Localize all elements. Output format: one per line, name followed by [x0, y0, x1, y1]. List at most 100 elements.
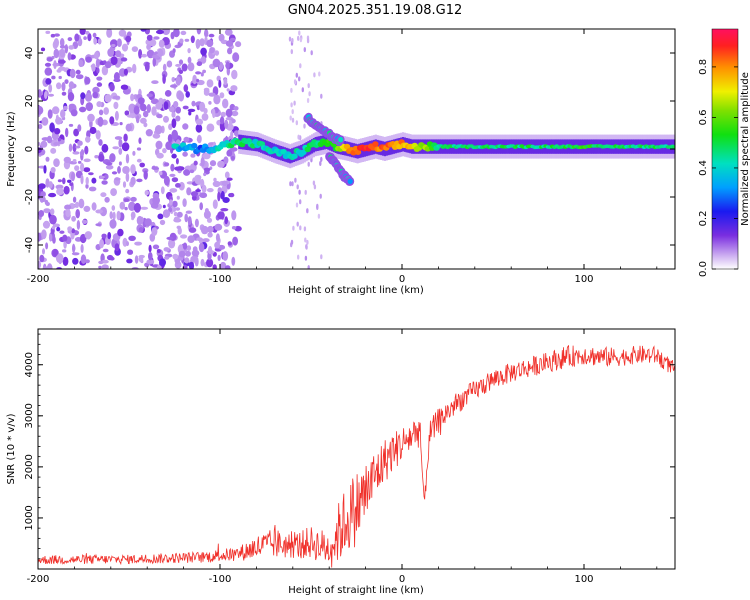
noise-blob	[38, 183, 46, 190]
noise-blob	[136, 178, 143, 183]
noise-blob	[290, 239, 294, 245]
noise-blob	[38, 210, 45, 217]
noise-blob	[137, 97, 145, 105]
noise-blob	[131, 46, 139, 52]
noise-blob	[114, 243, 120, 252]
noise-blob	[164, 256, 170, 260]
spectrogram-content	[38, 29, 675, 269]
noise-blob	[146, 104, 151, 113]
noise-blob	[180, 234, 188, 239]
noise-blob	[226, 177, 233, 181]
noise-blob	[52, 223, 61, 228]
noise-blob	[308, 91, 311, 97]
noise-blob	[130, 211, 136, 219]
noise-blob	[80, 174, 84, 185]
noise-blob	[43, 165, 47, 174]
noise-blob	[61, 91, 67, 96]
noise-blob	[175, 63, 182, 67]
colorbar-tick-label: 0.8	[698, 59, 709, 75]
y-tick-label: 2000	[24, 454, 35, 479]
noise-blob	[146, 44, 152, 50]
noise-blob	[117, 228, 124, 237]
noise-blob	[116, 210, 121, 221]
noise-blob	[126, 114, 135, 118]
noise-blob	[121, 43, 129, 52]
noise-blob	[190, 191, 199, 197]
noise-blob	[200, 72, 204, 77]
noise-blob	[319, 161, 322, 166]
noise-blob	[214, 241, 221, 249]
noise-blob	[72, 159, 77, 163]
noise-blob	[291, 109, 294, 115]
noise-blob	[79, 29, 86, 35]
noise-blob	[200, 225, 209, 235]
noise-blob	[233, 106, 239, 111]
noise-blob	[184, 213, 188, 223]
noise-blob	[182, 198, 187, 208]
noise-blob	[84, 259, 90, 264]
noise-blob	[140, 104, 147, 112]
noise-blob	[96, 101, 102, 108]
noise-blob	[190, 82, 198, 86]
noise-blob	[68, 123, 74, 127]
noise-blob	[295, 202, 299, 208]
noise-blob	[182, 242, 188, 250]
noise-blob	[231, 210, 237, 221]
noise-blob	[151, 106, 157, 116]
noise-blob	[94, 51, 99, 60]
noise-blob	[140, 29, 147, 32]
noise-blob	[74, 201, 80, 208]
ridge-halo-inner	[389, 140, 392, 155]
noise-blob	[118, 147, 123, 155]
noise-blob	[68, 143, 73, 152]
noise-blob	[194, 256, 199, 267]
noise-blob	[115, 50, 122, 58]
noise-blob	[171, 129, 178, 140]
noise-blob	[217, 191, 221, 202]
noise-blob	[299, 37, 303, 43]
noise-blob	[224, 265, 231, 269]
noise-blob	[183, 84, 189, 93]
noise-blob	[61, 249, 67, 253]
noise-blob	[180, 30, 187, 36]
ridge-point	[343, 143, 351, 150]
colorbar-tick-label: 0.0	[698, 261, 709, 277]
noise-blob	[299, 63, 302, 69]
noise-blob	[98, 154, 105, 162]
noise-blob	[125, 123, 132, 132]
noise-blob	[98, 260, 104, 265]
noise-blob	[126, 241, 129, 247]
noise-blob	[141, 53, 148, 58]
snr-y-label: SNR (10 * v/v)	[6, 413, 17, 484]
ridge-point	[300, 149, 307, 156]
noise-blob	[53, 249, 58, 257]
noise-blob	[225, 40, 234, 47]
noise-blob	[230, 130, 234, 138]
noise-blob	[72, 257, 79, 265]
noise-blob	[105, 165, 114, 170]
noise-blob	[293, 79, 297, 85]
noise-blob	[148, 244, 152, 253]
branch-point	[347, 178, 353, 185]
noise-blob	[187, 48, 191, 54]
noise-blob	[40, 47, 46, 52]
noise-blob	[67, 37, 73, 42]
noise-blob	[111, 44, 116, 47]
noise-blob	[120, 57, 128, 62]
noise-blob	[193, 160, 198, 166]
noise-blob	[175, 158, 179, 165]
noise-blob	[176, 195, 180, 200]
noise-blob	[169, 188, 178, 193]
noise-blob	[167, 134, 173, 143]
noise-blob	[313, 184, 317, 190]
noise-blob	[138, 137, 142, 144]
noise-blob	[310, 50, 313, 56]
noise-blob	[181, 63, 188, 72]
noise-blob	[232, 236, 239, 246]
x-tick-label: -100	[209, 574, 232, 585]
noise-blob	[225, 108, 233, 118]
snr-x-ticks: -200 -100 0 100	[27, 329, 658, 585]
noise-blob	[301, 87, 304, 93]
noise-blob	[199, 101, 206, 112]
noise-blob	[133, 202, 141, 213]
